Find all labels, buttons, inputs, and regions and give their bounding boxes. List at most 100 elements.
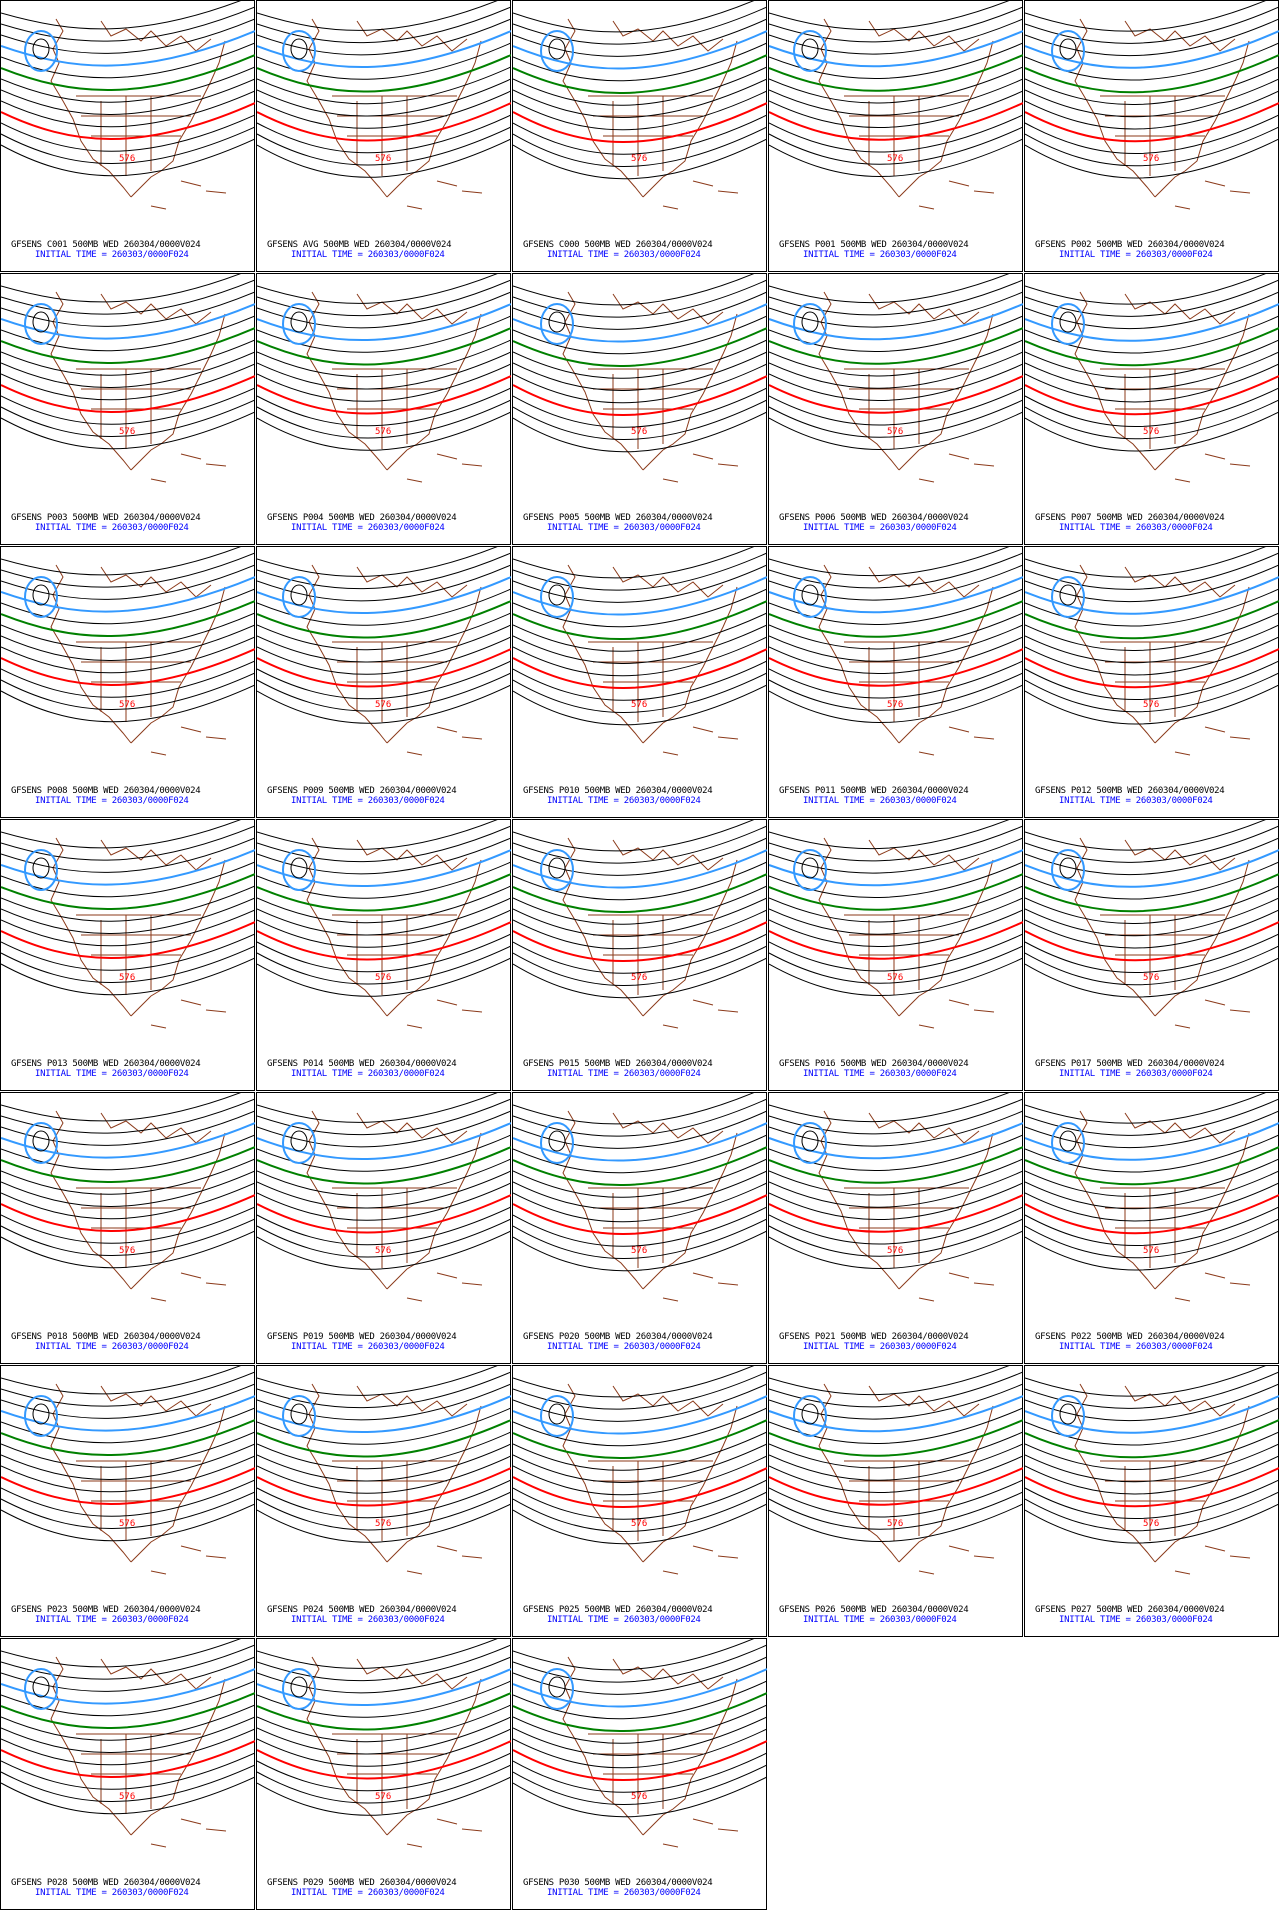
panel-title: GFSENS P001 500MB WED 260304/0000V024 [779,240,969,250]
height-contour [1025,1182,1279,1222]
low-contour [24,576,58,618]
height-contour [769,1134,1023,1172]
height-contour [769,897,1023,935]
height-contour [769,1419,1023,1457]
map: 576 [257,1093,511,1302]
contour-label: 576 [119,427,135,437]
height-contour [257,1407,511,1445]
height-contour [769,1170,1023,1208]
coastline [1124,1385,1236,1417]
map: 576 [1025,1093,1279,1302]
height-contour [1,1716,255,1753]
height-contour [513,1122,767,1162]
initial-time: INITIAL TIME = 260303/0000F024 [547,250,701,260]
height-contour [769,624,1023,662]
height-contour [257,1,498,31]
map: 576 [257,547,511,756]
height-contour [769,612,1023,650]
height-contour [769,672,1023,711]
panel-title: GFSENS P008 500MB WED 260304/0000V024 [11,786,201,796]
height-contour [769,1,1010,31]
low-contour [32,38,50,60]
coastline [1100,95,1225,176]
height-contour [1025,1158,1279,1197]
map: 576 [1025,1366,1279,1575]
height-contour [257,873,511,912]
height-contour [769,351,1023,389]
coastline [306,1656,388,1836]
height-contour [1,588,255,625]
contour-label: 576 [375,1246,391,1256]
height-contour [1025,885,1279,924]
height-contour [513,1206,767,1247]
height-contour [1025,138,1279,179]
panel-title: GFSENS P025 500MB WED 260304/0000V024 [523,1605,713,1615]
height-contour [769,648,1023,687]
map: 576 [1,274,255,483]
height-contour [1,1194,255,1232]
height-contour [769,102,1023,141]
coastline [898,1132,994,1290]
height-contour [1,1467,255,1505]
panel-title: GFSENS P028 500MB WED 260304/0000V024 [11,1878,201,1888]
height-contour [257,339,511,378]
height-contour [1,1431,255,1468]
height-contour [1,1764,255,1802]
initial-time: INITIAL TIME = 260303/0000F024 [547,1342,701,1352]
height-contour [513,1656,767,1695]
height-contour [257,1098,511,1136]
initial-time: INITIAL TIME = 260303/0000F024 [803,1069,957,1079]
coastline [562,291,644,471]
height-contour [1025,1206,1279,1246]
height-contour [513,399,767,440]
height-contour [1025,837,1279,876]
initial-time: INITIAL TIME = 260303/0000F024 [35,1615,189,1625]
height-contour [513,363,767,404]
height-contour [513,327,767,368]
height-contour [1,1230,255,1269]
coastline [642,586,738,744]
height-contour [769,30,1023,68]
height-contour [1,1134,255,1171]
panel-title: GFSENS P009 500MB WED 260304/0000V024 [267,786,457,796]
initial-time: INITIAL TIME = 260303/0000F024 [803,250,957,260]
height-contour [1025,547,1266,578]
height-contour [1025,54,1279,94]
height-contour [257,1639,498,1669]
low-contour [24,1668,58,1710]
height-contour [1,897,255,934]
height-contour [1025,1093,1266,1124]
height-contour [1025,291,1279,330]
initial-time: INITIAL TIME = 260303/0000F024 [547,1615,701,1625]
coastline [562,1656,644,1836]
initial-time: INITIAL TIME = 260303/0000F024 [547,1069,701,1079]
height-contour [257,1455,511,1494]
panel-title: GFSENS P003 500MB WED 260304/0000V024 [11,513,201,523]
map: 576 [1025,547,1279,756]
initial-time: INITIAL TIME = 260303/0000F024 [291,1615,445,1625]
height-contour [1,1,241,30]
initial-time: INITIAL TIME = 260303/0000F024 [1059,250,1213,260]
height-contour [1025,576,1279,615]
height-contour [257,552,511,590]
height-contour [1025,636,1279,676]
map-panel: 576 GFSENS P028 500MB WED 260304/0000V024… [0,1638,255,1910]
height-contour [1,279,255,315]
coastline [898,586,994,744]
height-contour [1,624,255,661]
coastline [898,1405,994,1563]
height-contour [1025,1419,1279,1459]
contour-label: 576 [375,1519,391,1529]
low-contour [32,857,50,879]
panel-title: GFSENS P007 500MB WED 260304/0000V024 [1035,513,1225,523]
height-contour [1025,1503,1279,1544]
map-panel: 576 GFSENS P020 500MB WED 260304/0000V024… [512,1092,767,1364]
height-contour [1025,1122,1279,1161]
low-contour [1059,584,1077,606]
map-panel: 576 GFSENS P024 500MB WED 260304/0000V024… [256,1365,511,1637]
height-contour [257,547,498,577]
height-contour [1025,861,1279,900]
height-contour [1025,339,1279,378]
height-contour [769,1443,1023,1481]
map: 576 [769,1093,1023,1302]
